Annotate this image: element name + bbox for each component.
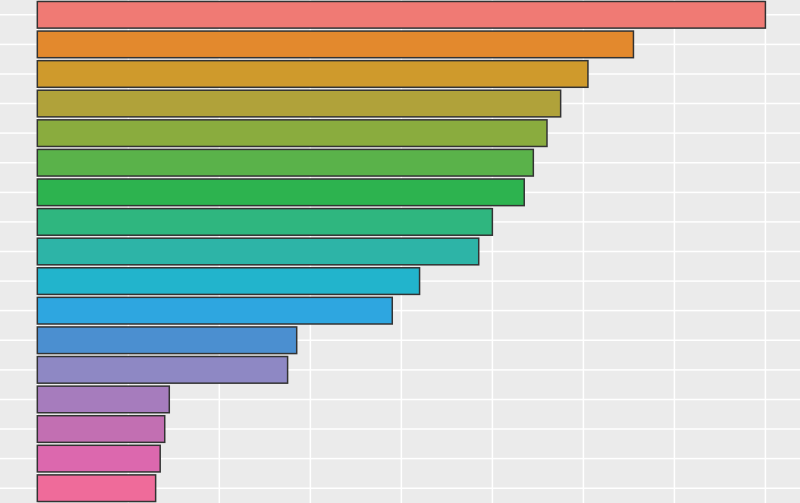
bar: [36, 178, 525, 207]
bar: [36, 0, 767, 29]
bar: [36, 385, 171, 414]
bar: [36, 59, 589, 89]
bar: [36, 30, 635, 59]
bar: [36, 89, 562, 118]
bar: [36, 326, 298, 355]
bar: [36, 267, 421, 296]
bar: [36, 148, 535, 177]
bar: [36, 474, 157, 503]
bar: [36, 414, 166, 444]
bar: [36, 119, 548, 148]
bar: [36, 296, 394, 325]
bar: [36, 355, 289, 384]
bar: [36, 444, 161, 473]
bar: [36, 237, 480, 266]
bar: [36, 207, 494, 236]
